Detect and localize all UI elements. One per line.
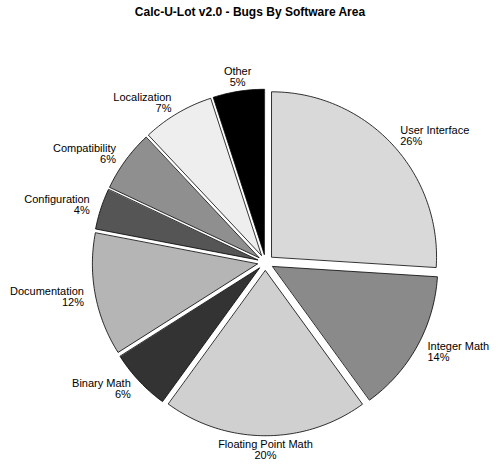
- svg-text:User Interface26%: User Interface26%: [400, 124, 469, 147]
- svg-text:Floating Point Math20%: Floating Point Math20%: [218, 438, 313, 461]
- svg-text:Other5%: Other5%: [224, 65, 252, 88]
- svg-text:Localization7%: Localization7%: [113, 91, 171, 114]
- svg-text:Binary Math6%: Binary Math6%: [72, 377, 131, 400]
- svg-text:Documentation12%: Documentation12%: [10, 285, 84, 308]
- html-text:Calc-U-Lot v2.0 - Bugs By Soft: Calc-U-Lot v2.0 - Bugs By Software Area: [134, 5, 366, 19]
- svg-text:Integer Math14%: Integer Math14%: [427, 340, 489, 363]
- svg-text:Configuration4%: Configuration4%: [24, 193, 90, 216]
- svg-text:Compatibility6%: Compatibility6%: [53, 142, 116, 165]
